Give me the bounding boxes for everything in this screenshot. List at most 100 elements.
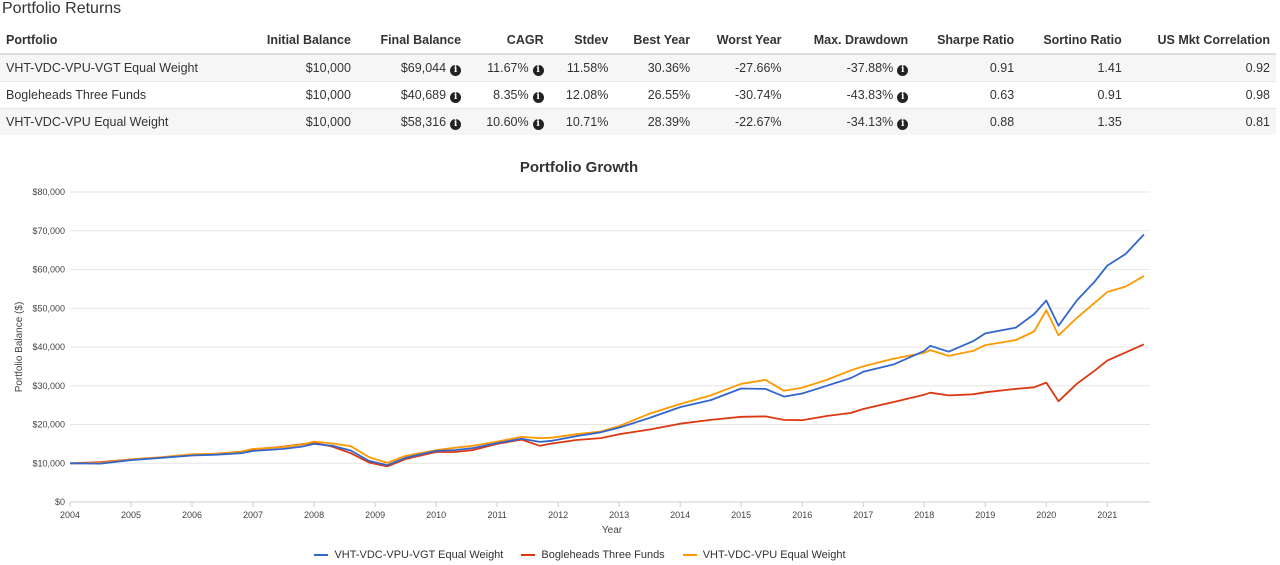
cell-initial-balance: $10,000 [242,81,357,109]
cell-max-drawdown: -37.88% i [787,53,915,82]
cell-stdev: 11.58% [549,53,615,82]
x-tick-label: 2013 [609,510,629,520]
x-tick-label: 2005 [121,510,141,520]
section-title: Portfolio Returns [2,0,122,17]
legend-swatch [682,554,697,556]
cell-cagr: 8.35% i [467,81,550,109]
info-circle-icon[interactable]: i [450,91,462,103]
cell-portfolio: Bogleheads Three Funds [0,81,243,109]
cell-worst-year: -27.66% [696,53,788,82]
info-circle-icon[interactable]: i [897,64,909,76]
x-tick-label: 2017 [853,510,873,520]
x-tick-label: 2015 [731,510,751,520]
y-tick-label: $10,000 [32,458,65,468]
y-tick-label: $70,000 [32,226,65,236]
cell-stdev: 12.08% [549,81,615,109]
col-header-us-mkt-correlation[interactable]: US Mkt Correlation [1127,27,1276,55]
cell-cagr: 10.60% i [467,108,550,135]
cell-final-balance: $40,689 i [356,81,468,109]
info-circle-icon[interactable]: i [897,118,909,130]
info-circle-icon[interactable]: i [532,118,544,130]
cell-sortino-ratio: 1.41 [1020,53,1128,82]
series-line [69,275,1145,465]
x-tick-label: 2014 [670,510,690,520]
legend-item[interactable]: Bogleheads Three Funds [521,549,665,561]
chart-title: Portfolio Growth [520,159,638,176]
y-tick-label: $60,000 [32,265,65,275]
y-tick-label: $80,000 [32,187,65,197]
y-tick-label: $30,000 [32,381,65,391]
legend-item[interactable]: VHT-VDC-VPU-VGT Equal Weight [314,549,503,561]
legend-label: Bogleheads Three Funds [541,549,665,561]
cell-us-mkt-correlation: 0.92 [1127,53,1276,82]
cell-portfolio: VHT-VDC-VPU-VGT Equal Weight [0,53,243,82]
legend-swatch [314,554,329,556]
x-tick-label: 2019 [975,510,995,520]
cell-best-year: 30.36% [614,53,697,82]
x-tick-label: 2020 [1036,510,1056,520]
cell-initial-balance: $10,000 [242,108,357,135]
x-tick-label: 2006 [182,510,202,520]
cell-sharpe-ratio: 0.91 [914,53,1021,82]
x-tick-label: 2018 [914,510,934,520]
col-header-worst-year[interactable]: Worst Year [696,27,788,55]
col-header-max-drawdown[interactable]: Max. Drawdown [787,27,915,55]
x-tick-label: 2008 [304,510,324,520]
cell-sortino-ratio: 1.35 [1020,108,1128,135]
x-tick-label: 2011 [487,510,506,520]
cell-us-mkt-correlation: 0.98 [1127,81,1276,109]
col-header-sortino-ratio[interactable]: Sortino Ratio [1020,27,1128,55]
series-line [69,343,1145,468]
cell-final-balance: $58,316 i [356,108,468,135]
cell-max-drawdown: -43.83% i [787,81,915,109]
col-header-sharpe-ratio[interactable]: Sharpe Ratio [914,27,1021,55]
cell-sortino-ratio: 0.91 [1020,81,1128,109]
cell-worst-year: -22.67% [696,108,788,135]
y-axis-label: Portfolio Balance ($) [14,302,25,393]
cell-best-year: 26.55% [614,81,697,109]
legend-swatch [521,554,536,556]
table-header-row: Portfolio Initial Balance Final Balance … [0,27,1276,55]
cell-initial-balance: $10,000 [242,53,357,82]
col-header-initial-balance[interactable]: Initial Balance [242,27,357,55]
info-circle-icon[interactable]: i [532,64,544,76]
cell-final-balance: $69,044 i [356,53,468,82]
portfolio-growth-chart: Portfolio Growth $0 $10,000 $20,000 $30,000 $… [14,159,1150,536]
info-circle-icon[interactable]: i [450,64,462,76]
x-tick-label: 2010 [426,510,446,520]
col-header-cagr[interactable]: CAGR [467,27,550,55]
x-tick-label: 2009 [365,510,385,520]
chart-legend: VHT-VDC-VPU-VGT Equal Weight Bogleheads … [0,549,1160,561]
cell-sharpe-ratio: 0.63 [914,81,1021,109]
cell-best-year: 28.39% [614,108,697,135]
col-header-best-year[interactable]: Best Year [614,27,697,55]
x-tick-label: 2021 [1097,510,1117,520]
table-row: VHT-VDC-VPU-VGT Equal Weight $10,000 $69… [0,53,1276,82]
x-tick-label: 2004 [60,510,80,520]
y-tick-label: $40,000 [32,342,65,352]
info-circle-icon[interactable]: i [897,91,909,103]
x-axis-label: Year [602,525,623,536]
series-line [69,233,1145,467]
cell-us-mkt-correlation: 0.81 [1127,108,1276,135]
y-tick-label: $0 [55,497,65,507]
table-row: Bogleheads Three Funds $10,000 $40,689 i … [0,81,1276,109]
legend-label: VHT-VDC-VPU-VGT Equal Weight [334,549,504,561]
info-circle-icon[interactable]: i [450,118,462,130]
col-header-portfolio[interactable]: Portfolio [0,27,243,55]
y-tick-label: $50,000 [32,303,65,313]
x-tick-label: 2016 [792,510,812,520]
portfolio-returns-table: Portfolio Initial Balance Final Balance … [0,27,1276,135]
cell-max-drawdown: -34.13% i [787,108,915,135]
x-tick-label: 2007 [243,510,263,520]
x-tick-label: 2012 [548,510,568,520]
col-header-final-balance[interactable]: Final Balance [356,27,468,55]
cell-cagr: 11.67% i [467,53,550,82]
cell-portfolio: VHT-VDC-VPU Equal Weight [0,108,243,135]
cell-worst-year: -30.74% [696,81,788,109]
legend-item[interactable]: VHT-VDC-VPU Equal Weight [682,549,846,561]
legend-label: VHT-VDC-VPU Equal Weight [702,549,846,561]
info-circle-icon[interactable]: i [532,91,544,103]
col-header-stdev[interactable]: Stdev [549,27,615,55]
y-tick-label: $20,000 [32,420,65,430]
